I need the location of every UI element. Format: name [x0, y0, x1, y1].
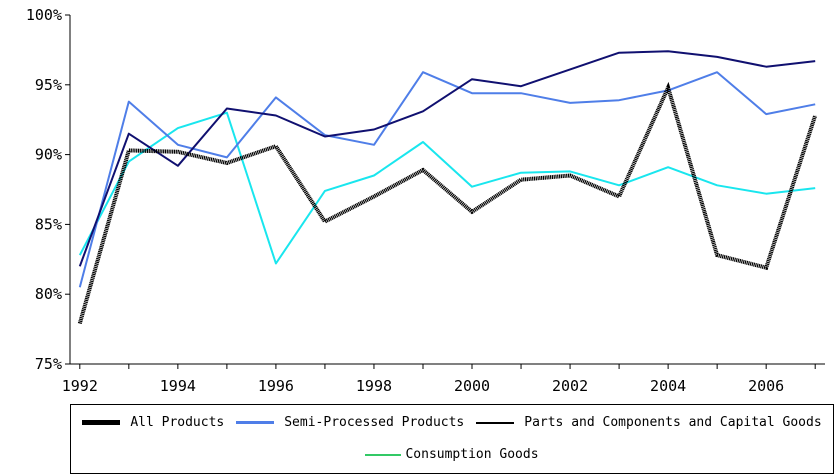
- line-chart: 75% 80% 85% 90% 95% 100% 1992 1994 1996 1998 2000 2…: [26, 6, 825, 395]
- y-tick-label: 90%: [35, 146, 62, 164]
- legend-item-consumption-goods: Consumption Goods: [365, 447, 539, 462]
- legend: All Products Semi-Processed Products Par…: [70, 404, 834, 474]
- y-tick-label: 100%: [26, 6, 62, 24]
- x-tick-label: 2002: [552, 377, 588, 395]
- y-tick-label: 80%: [35, 285, 62, 303]
- legend-label-all-products: All Products: [130, 415, 225, 430]
- series-line-parts-and-components-and-capital-goods: [78, 50, 816, 267]
- y-tick-label: 85%: [35, 215, 62, 233]
- legend-swatch-parts-components: [476, 421, 515, 424]
- series-layer: [77, 50, 818, 325]
- legend-label-parts-components: Parts and Components and Capital Goods: [524, 415, 822, 430]
- x-tick-label: 1998: [356, 377, 392, 395]
- legend-row-1: All Products Semi-Processed Products Par…: [71, 415, 833, 430]
- legend-swatch-all-products: [82, 420, 121, 425]
- x-tick-label: 2000: [454, 377, 490, 395]
- series-line-semi-processed-products: [78, 71, 816, 288]
- series-line-all-products: [77, 81, 818, 325]
- legend-swatch-semi-processed: [236, 421, 275, 424]
- legend-item-all-products: All Products: [82, 415, 224, 430]
- legend-swatch-consumption-goods: [365, 453, 402, 456]
- y-tick-label: 95%: [35, 76, 62, 94]
- x-tick-label: 1992: [62, 377, 98, 395]
- x-tick-label: 1996: [258, 377, 294, 395]
- y-tick-label: 75%: [35, 355, 62, 373]
- legend-item-parts-components: Parts and Components and Capital Goods: [476, 415, 822, 430]
- legend-item-semi-processed: Semi-Processed Products: [236, 415, 464, 430]
- legend-row-2: Consumption Goods: [71, 447, 833, 462]
- x-tick-label: 1994: [160, 377, 196, 395]
- x-tick-label: 2004: [650, 377, 686, 395]
- legend-label-semi-processed: Semi-Processed Products: [284, 415, 465, 430]
- axes: 75% 80% 85% 90% 95% 100% 1992 1994 1996 1998 2000 2…: [26, 6, 825, 395]
- x-tick-label: 2006: [748, 377, 784, 395]
- series-line-consumption-goods: [78, 111, 816, 265]
- legend-label-consumption-goods: Consumption Goods: [405, 447, 539, 462]
